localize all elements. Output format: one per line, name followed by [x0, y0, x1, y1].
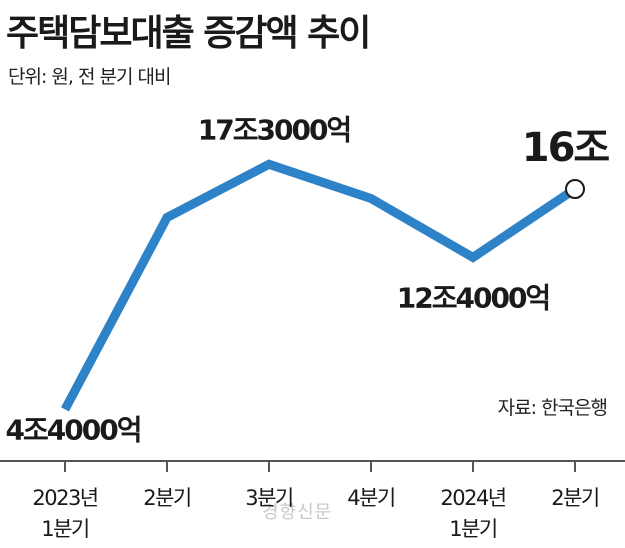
data-label: 16조	[522, 125, 610, 171]
x-tick-label: 2분기	[551, 486, 599, 510]
x-tick-label: 1분기	[41, 517, 89, 541]
unit-note: 단위: 원, 전 분기 대비	[8, 66, 171, 88]
chart-title: 주택담보대출 증감액 추이	[6, 13, 371, 54]
x-tick-label: 3분기	[245, 486, 293, 510]
x-tick-label: 2분기	[143, 486, 191, 510]
watermark: 경향신문	[262, 502, 333, 523]
data-label: 17조3000억	[198, 113, 350, 146]
x-tick-label: 1분기	[449, 517, 497, 541]
x-tick-label: 4분기	[347, 486, 395, 510]
source-note: 자료: 한국은행	[497, 397, 608, 419]
end-point-marker	[565, 179, 585, 199]
series-line	[61, 159, 578, 412]
x-tick-label: 2024년	[440, 486, 505, 510]
x-tick-label: 2023년	[32, 486, 97, 510]
data-label: 12조4000억	[397, 281, 549, 314]
data-label: 4조4000억	[6, 413, 141, 446]
